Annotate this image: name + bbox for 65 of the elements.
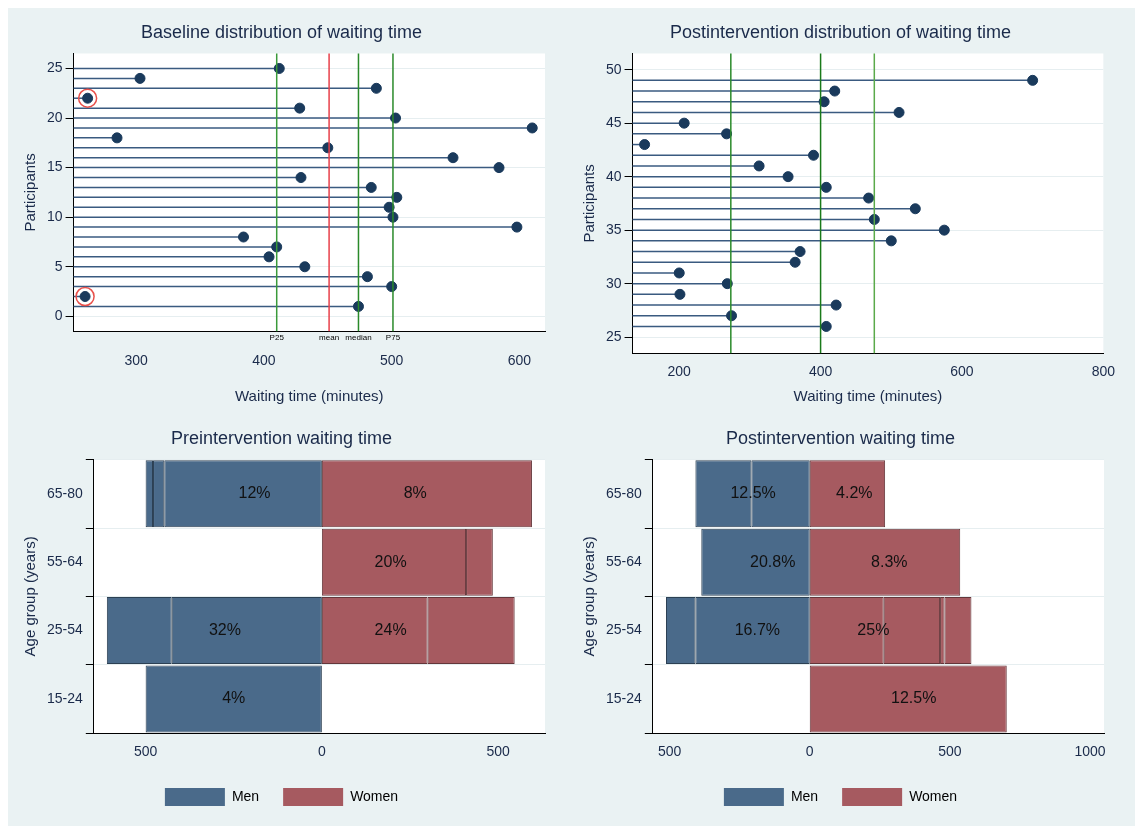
annotation: 12.5% — [891, 689, 937, 707]
ref-line-label: mean — [319, 333, 340, 343]
x-tick-label: 500 — [380, 352, 404, 369]
annotation: 4% — [222, 689, 246, 707]
annotation: 20% — [374, 552, 407, 570]
y-tick-label: 45 — [605, 114, 622, 131]
annotation: 4.2% — [836, 484, 873, 502]
x-tick-label: 500 — [486, 743, 511, 760]
x-axis-title: Waiting time (minutes) — [234, 387, 384, 405]
y-tick-label: 0 — [54, 307, 63, 324]
annotation: 8.3% — [871, 552, 908, 570]
y-tick-label: 55-64 — [605, 553, 643, 570]
y-axis-title: Participants — [21, 153, 39, 232]
chart-title: Postintervention waiting time — [725, 427, 956, 448]
x-tick-label: 800 — [1091, 363, 1116, 380]
annotation: 25% — [857, 621, 890, 639]
annotation: 12% — [238, 484, 271, 502]
y-tick-label: 30 — [605, 274, 622, 291]
annotation: 20.8% — [750, 552, 796, 570]
y-tick-label: 15-24 — [46, 689, 84, 706]
y-axis-title: Age group (years) — [21, 536, 39, 657]
y-axis-title: Age group (years) — [580, 536, 598, 657]
y-tick-label: 25-54 — [46, 621, 84, 638]
chart-title: Baseline distribution of waiting time — [140, 21, 423, 42]
x-tick-label: 400 — [808, 363, 833, 380]
y-tick-label: 55-64 — [46, 553, 84, 570]
y-tick-label: 25-54 — [605, 621, 643, 638]
y-tick-label: 65-80 — [605, 484, 643, 501]
y-tick-label: 40 — [605, 167, 622, 184]
annotation: 16.7% — [734, 621, 781, 639]
x-tick-label: 500 — [133, 743, 158, 760]
x-tick-label: 500 — [938, 743, 962, 760]
y-axis-title: Participants — [580, 164, 598, 243]
legend-label: Men — [231, 787, 260, 804]
annotation: 24% — [374, 621, 407, 639]
x-tick-label: 0 — [317, 743, 326, 760]
x-axis-title: Waiting time (minutes) — [793, 387, 943, 405]
legend-label: Women — [350, 787, 399, 804]
ref-line-label: P75 — [385, 333, 401, 343]
y-tick-label: 15-24 — [605, 689, 643, 706]
y-tick-label: 25 — [605, 328, 622, 345]
y-tick-label: 35 — [605, 221, 622, 238]
y-tick-label: 15 — [46, 158, 63, 175]
y-tick-label: 10 — [46, 208, 63, 225]
ref-line-label: median — [345, 333, 372, 343]
x-tick-label: 500 — [657, 743, 682, 760]
y-tick-label: 20 — [46, 108, 63, 125]
annotation: 8% — [403, 484, 427, 502]
x-tick-label: 300 — [124, 352, 149, 369]
chart-title: Postintervention distribution of waiting time — [669, 21, 1012, 42]
legend-label: Women — [909, 787, 958, 804]
chart-title: Preintervention waiting time — [170, 427, 393, 448]
legend-label: Men — [790, 787, 819, 804]
x-tick-label: 400 — [252, 352, 276, 369]
y-tick-label: 5 — [54, 257, 63, 274]
x-tick-label: 200 — [667, 363, 692, 380]
y-tick-label: 25 — [46, 59, 63, 76]
y-tick-label: 50 — [605, 60, 622, 77]
x-tick-label: 600 — [950, 363, 974, 380]
x-tick-label: 600 — [507, 352, 532, 369]
y-tick-label: 65-80 — [46, 484, 84, 501]
x-tick-label: 0 — [805, 743, 814, 760]
ref-line-label: P25 — [269, 333, 285, 343]
x-tick-label: 1000 — [1074, 743, 1106, 760]
annotation: 32% — [208, 621, 241, 639]
